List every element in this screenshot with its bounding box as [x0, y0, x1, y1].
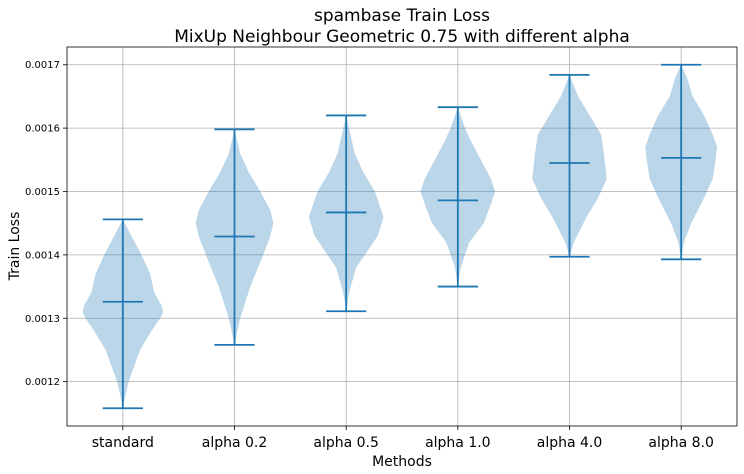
x-tick-label: alpha 0.2	[202, 435, 268, 451]
y-axis-label: Train Loss	[7, 212, 23, 282]
x-tick-label: alpha 0.5	[313, 435, 379, 451]
y-tick-label: 0.0017	[25, 60, 60, 71]
violin-group	[82, 63, 718, 410]
chart-title-line-2: MixUp Neighbour Geometric 0.75 with diff…	[174, 27, 630, 47]
x-tick-label: alpha 4.0	[537, 435, 603, 451]
plot-frame	[66, 46, 738, 427]
y-tick-label: 0.0016	[25, 124, 60, 135]
x-tick-label: alpha 1.0	[425, 435, 491, 451]
y-tick-label: 0.0015	[25, 187, 60, 198]
x-axis-label: Methods	[372, 454, 432, 470]
y-tick-label: 0.0012	[25, 377, 60, 388]
chart-title-line-1: spambase Train Loss	[314, 6, 490, 26]
y-tick-label: 0.0014	[25, 250, 60, 261]
x-axis-ticks: standard alpha 0.2 alpha 0.5 alpha 1.0 alpha…	[92, 426, 714, 451]
x-tick-label: standard	[92, 435, 154, 451]
x-tick-label: alpha 8.0	[648, 435, 714, 451]
y-axis-ticks: 0.0012 0.0013 0.0014 0.0015 0.0016 0.0017	[25, 60, 67, 388]
grid-lines	[67, 47, 737, 426]
y-tick-label: 0.0013	[25, 314, 60, 325]
